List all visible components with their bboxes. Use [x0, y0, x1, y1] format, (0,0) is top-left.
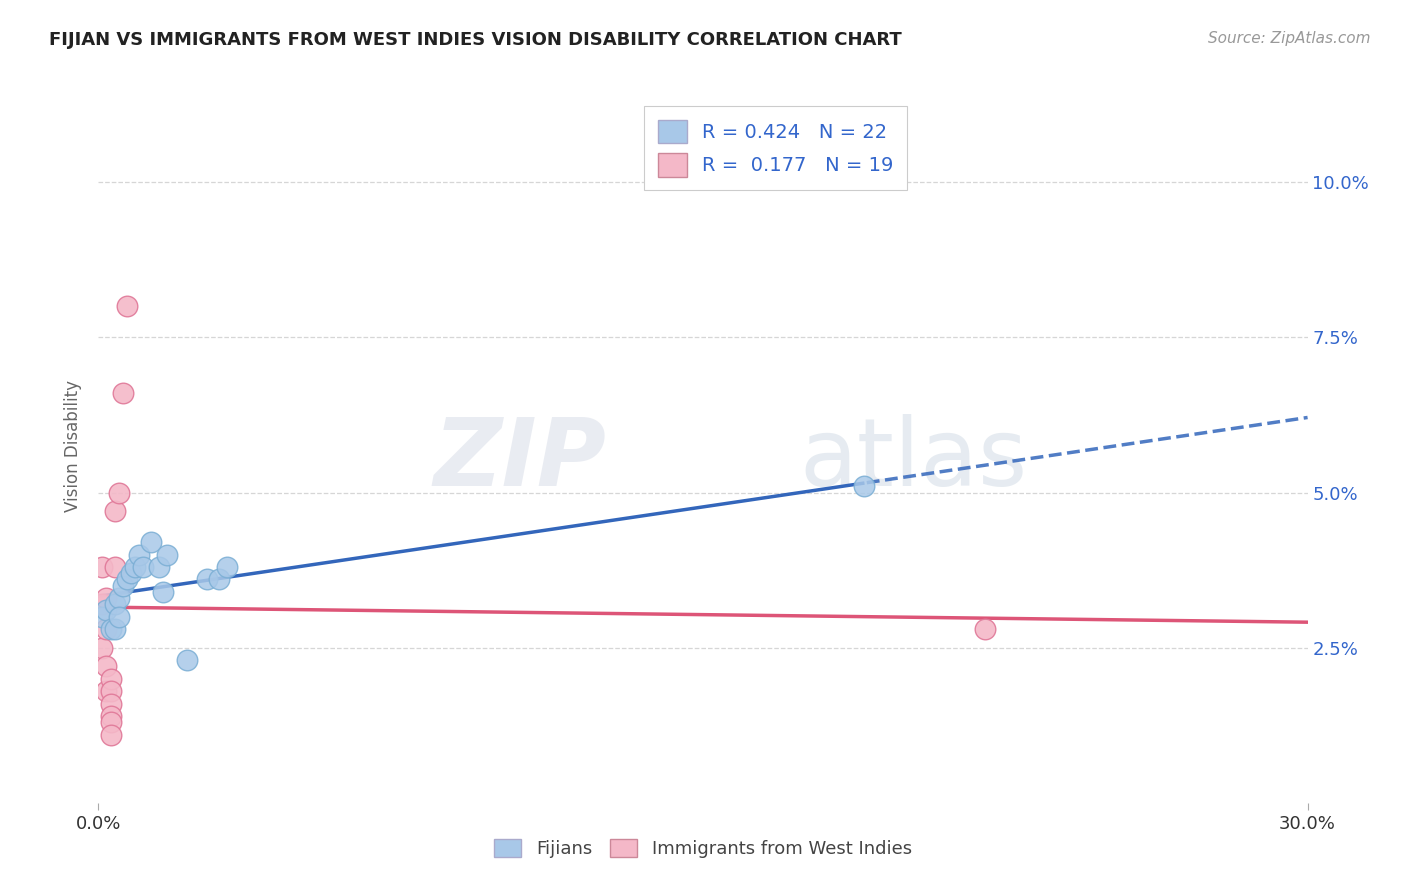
Point: [96, 659, 118, 673]
Text: FIJIAN VS IMMIGRANTS FROM WEST INDIES VISION DISABILITY CORRELATION CHART: FIJIAN VS IMMIGRANTS FROM WEST INDIES VI…: [49, 31, 903, 49]
Point: [100, 715, 122, 730]
Text: Source: ZipAtlas.com: Source: ZipAtlas.com: [1208, 31, 1371, 46]
Point: [152, 584, 174, 599]
Point: [103, 560, 125, 574]
Point: [103, 597, 125, 611]
Point: [217, 560, 239, 574]
Point: [107, 485, 129, 500]
Point: [195, 573, 218, 587]
Point: [91, 560, 114, 574]
Point: [107, 591, 129, 605]
Point: [91, 640, 114, 655]
Point: [100, 727, 122, 741]
Point: [111, 579, 134, 593]
Point: [96, 622, 118, 636]
Point: [115, 299, 138, 313]
Point: [100, 672, 122, 686]
Point: [176, 653, 198, 667]
Point: [96, 603, 118, 617]
Y-axis label: Vision Disability: Vision Disability: [65, 380, 83, 512]
Point: [124, 560, 146, 574]
Point: [103, 622, 125, 636]
Text: atlas: atlas: [800, 414, 1028, 507]
Legend: Fijians, Immigrants from West Indies: Fijians, Immigrants from West Indies: [486, 831, 920, 865]
Point: [120, 566, 142, 581]
Point: [96, 684, 118, 698]
Legend: R = 0.424   N = 22, R =  0.177   N = 19: R = 0.424 N = 22, R = 0.177 N = 19: [644, 106, 907, 191]
Point: [132, 560, 155, 574]
Point: [974, 622, 997, 636]
Point: [107, 609, 129, 624]
Point: [100, 684, 122, 698]
Point: [853, 479, 876, 493]
Point: [128, 548, 150, 562]
Point: [91, 597, 114, 611]
Point: [148, 560, 170, 574]
Point: [208, 573, 231, 587]
Point: [111, 386, 134, 401]
Point: [103, 504, 125, 518]
Point: [96, 591, 118, 605]
Text: ZIP: ZIP: [433, 414, 606, 507]
Point: [100, 697, 122, 711]
Point: [91, 609, 114, 624]
Point: [115, 573, 138, 587]
Point: [156, 548, 179, 562]
Point: [100, 622, 122, 636]
Point: [100, 709, 122, 723]
Point: [139, 535, 162, 549]
